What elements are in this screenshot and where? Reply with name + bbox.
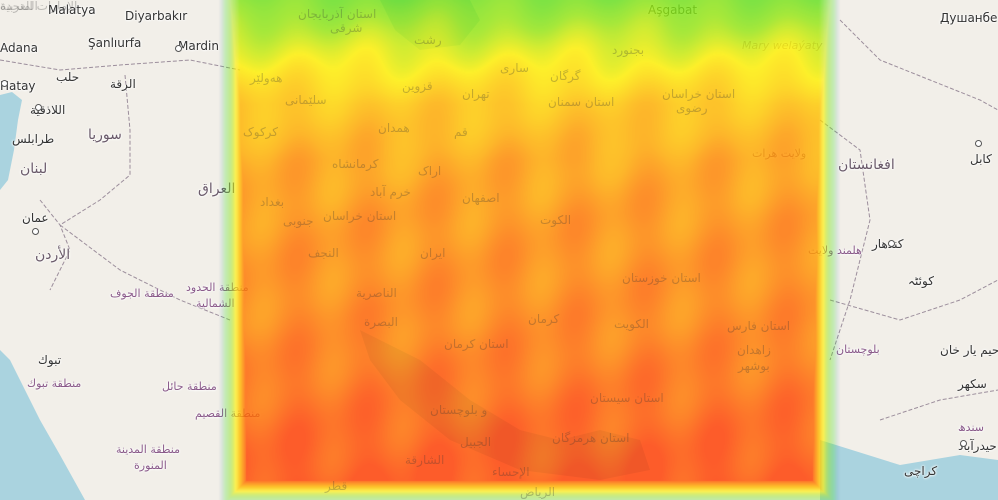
map-label: لبنان	[20, 161, 48, 177]
city-marker	[960, 440, 967, 447]
map-label: سلێمانی	[285, 93, 327, 107]
map-label: کابل	[970, 152, 992, 166]
map-label: حلب	[56, 70, 80, 84]
map-label: Душанбе	[940, 11, 998, 25]
map-label: کرمانشاه	[332, 157, 379, 171]
map-label: خرم آباد	[370, 185, 411, 199]
map-label: طرابلس	[12, 132, 55, 146]
map-label: ایران	[420, 246, 446, 260]
map-label: قطر	[325, 479, 348, 493]
map-label: شرقی	[330, 21, 363, 35]
map-label: هەولێر	[250, 71, 283, 85]
map-label: تهران	[462, 87, 490, 101]
map-label: الرياض	[520, 485, 556, 499]
map-label: منطقة القصيم	[195, 407, 261, 420]
map-label: الإمارات العربية	[0, 0, 78, 13]
map-label: استان فارس	[727, 319, 791, 333]
city-marker	[888, 240, 895, 247]
map-label: العراق	[198, 181, 236, 197]
map-label: Mardin	[178, 39, 219, 53]
city-marker	[32, 228, 39, 235]
map-label: استان خراسان	[323, 209, 397, 223]
map-label: منطقة الجوف	[110, 287, 174, 300]
map-label: الناصرية	[356, 286, 397, 300]
map-label: همدان	[378, 121, 410, 135]
map-label: الكويت	[614, 317, 649, 331]
city-marker	[175, 45, 182, 52]
map-label: استان هرمزگان	[552, 431, 630, 445]
map-label: المنورة	[134, 459, 167, 472]
map-label: الكوت	[540, 213, 572, 227]
map-label: تبوك	[38, 353, 62, 367]
map-label: بجنورد	[612, 43, 645, 57]
map-label: منطقة المدينة	[116, 443, 181, 456]
map-label: کرمان	[528, 312, 560, 326]
map-label: سوريا	[88, 127, 122, 143]
map-label: جنوبی	[283, 214, 314, 228]
map-label: النجف	[308, 246, 339, 260]
map-label: کراچی	[904, 464, 938, 478]
map-label: قزوین	[402, 79, 433, 93]
map-label: الرقة	[110, 77, 136, 91]
map-label: Şanlıurfa	[88, 36, 142, 50]
map-label: Adana	[0, 41, 38, 55]
map-label: قم	[454, 125, 468, 139]
map-label: رضوی	[676, 101, 708, 115]
map-label: بلوچستان	[836, 343, 880, 356]
map-label: البصرة	[364, 315, 398, 329]
map-label: استان خراسان	[662, 87, 736, 101]
map-label: اصفهان	[462, 191, 500, 205]
map-label: سندھ	[958, 421, 984, 434]
map-label: استان سمنان	[548, 95, 615, 109]
map-label: المتحدة	[0, 0, 38, 13]
map-label: افغانستان	[838, 157, 895, 173]
map-label: منطقة الحدود	[186, 281, 249, 294]
map-label: زاهدان	[737, 343, 771, 357]
map-label: عمان	[22, 211, 49, 225]
map-label: الشمالية	[196, 297, 235, 310]
map-label: رحیم یار خان	[940, 343, 998, 357]
map-label: کوئٹہ	[908, 274, 934, 288]
map-label: الشارقة	[405, 453, 445, 467]
map-label: ولایت هرات	[752, 147, 807, 160]
map-label: ساری	[500, 61, 529, 75]
map-label: و بلوچستان	[430, 403, 488, 417]
map-label: استان آذربایجان	[298, 7, 377, 21]
map-label: استان کرمان	[444, 337, 509, 351]
city-marker	[35, 104, 42, 111]
map-label: بغداد	[260, 195, 285, 209]
map-label: الجبيل	[460, 435, 492, 449]
map-label: منطقة تبوك	[27, 377, 82, 390]
map-label: Diyarbakır	[125, 9, 188, 23]
map-label: اراک	[418, 164, 442, 178]
city-marker	[975, 140, 982, 147]
map-label: الإحساء	[492, 465, 530, 479]
map-label: گرگان	[550, 69, 581, 83]
map-label: سکھر	[958, 377, 987, 391]
city-marker	[1, 80, 8, 87]
map-label: Mary welaýaty	[742, 39, 823, 52]
map-label: هلمند ولایت	[808, 244, 862, 257]
map-label: کرکوک	[243, 125, 278, 139]
map-label: Aşgabat	[648, 3, 698, 17]
map-label: بوشهر	[738, 359, 770, 373]
map-label: منطقة حائل	[162, 380, 217, 393]
map-label: استان سیستان	[590, 391, 664, 405]
map-label: الأردن	[35, 247, 71, 263]
map-label: رشت	[414, 33, 442, 47]
map-label: استان خوزستان	[622, 271, 701, 285]
